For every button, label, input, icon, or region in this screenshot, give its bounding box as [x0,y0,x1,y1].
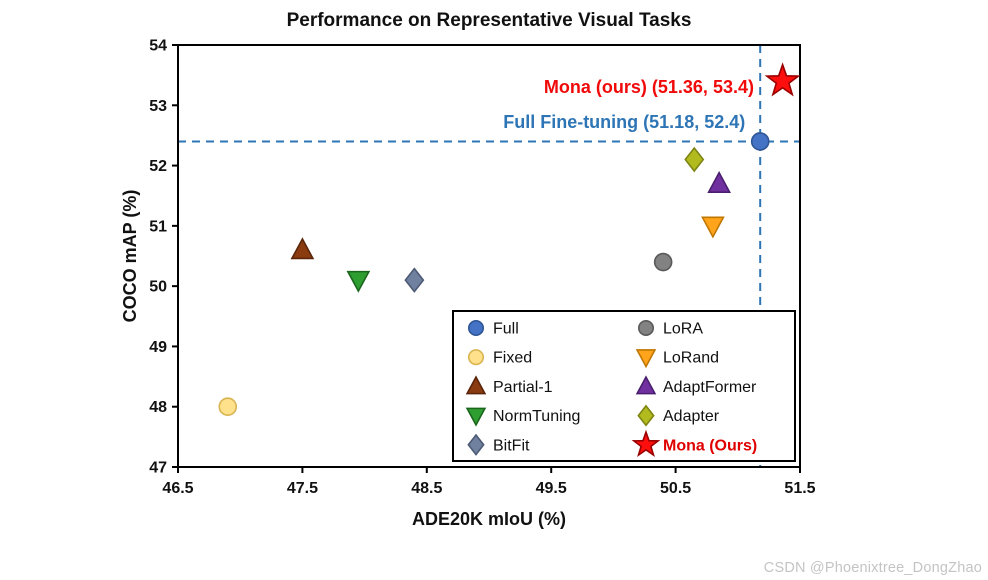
data-point-normtuning [346,270,371,293]
y-tick-label: 47 [149,460,167,477]
y-tick-label: 53 [149,98,167,115]
legend-item-lorand: LoRand [635,349,719,369]
x-axis-label: ADE20K mIoU (%) [412,509,566,529]
legend-label-fixed: Fixed [493,350,532,367]
y-tick-label: 54 [149,38,167,55]
y-axis-label: COCO mAP (%) [120,190,140,323]
legend-item-mona-ours: Mona (Ours) [631,429,757,458]
legend-marker-adaptformer [635,375,657,395]
x-tick-label: 49.5 [536,480,567,497]
legend-marker-fixed [467,349,485,366]
legend-label-normtuning: NormTuning [493,408,580,425]
legend-label-lora: LoRA [663,321,703,338]
data-point-full [750,132,770,151]
legend: Full Fixed Partial-1 NormTuning BitFit LoRA Lo… [452,310,796,462]
x-tick-label: 47.5 [287,480,318,497]
legend-marker-full [467,319,485,337]
x-tick-label: 51.5 [784,480,815,497]
annotation-full: Full Fine-tuning (51.18, 52.4) [503,112,745,132]
data-point-adaptformer [707,170,731,193]
legend-label-full: Full [493,321,519,338]
data-point-bitfit [404,267,425,293]
plot-border [177,44,801,468]
legend-marker-normtuning [465,407,487,427]
legend-item-adaptformer: AdaptFormer [635,375,757,396]
y-tick-label: 52 [149,158,167,175]
legend-marker-adapter [637,404,655,427]
y-tick-label: 51 [149,218,167,235]
data-point-fixed [218,397,238,417]
legend-label-mona-ours: Mona (Ours) [663,437,757,454]
data-point-adapter [684,146,705,173]
legend-label-adapter: Adapter [663,408,720,425]
legend-label-adaptformer: AdaptFormer [663,379,757,396]
legend-marker-lora [637,319,655,337]
data-point-lorand [701,216,725,239]
y-tick-label: 50 [149,279,167,296]
legend-marker-mona-ours [631,429,661,458]
annotation-mona: Mona (ours) (51.36, 53.4) [544,77,754,97]
data-point-lora [653,252,673,272]
legend-marker-lorand [635,349,657,369]
legend-item-partial-1: Partial-1 [465,375,553,396]
y-tick-label: 48 [149,399,167,416]
data-point-partial-1 [290,237,315,260]
x-tick-label: 50.5 [660,480,691,497]
y-tick-label: 49 [149,339,167,356]
legend-marker-bitfit [467,433,485,456]
chart-title: Performance on Representative Visual Tas… [287,10,692,31]
legend-marker-partial-1 [465,375,487,395]
legend-item-lora: LoRA [637,319,703,338]
legend-item-adapter: Adapter [637,404,720,427]
legend-box [452,310,796,462]
legend-item-full: Full [467,319,519,338]
legend-label-partial-1: Partial-1 [493,379,553,396]
legend-item-bitfit: BitFit [467,433,530,456]
legend-item-normtuning: NormTuning [465,407,580,427]
legend-item-fixed: Fixed [467,349,532,367]
legend-label-lorand: LoRand [663,350,719,367]
watermark: CSDN @Phoenixtree_DongZhao [763,560,982,576]
legend-label-bitfit: BitFit [493,437,530,454]
x-tick-label: 46.5 [162,480,193,497]
x-tick-label: 48.5 [411,480,442,497]
data-point-mona-ours [764,62,801,97]
